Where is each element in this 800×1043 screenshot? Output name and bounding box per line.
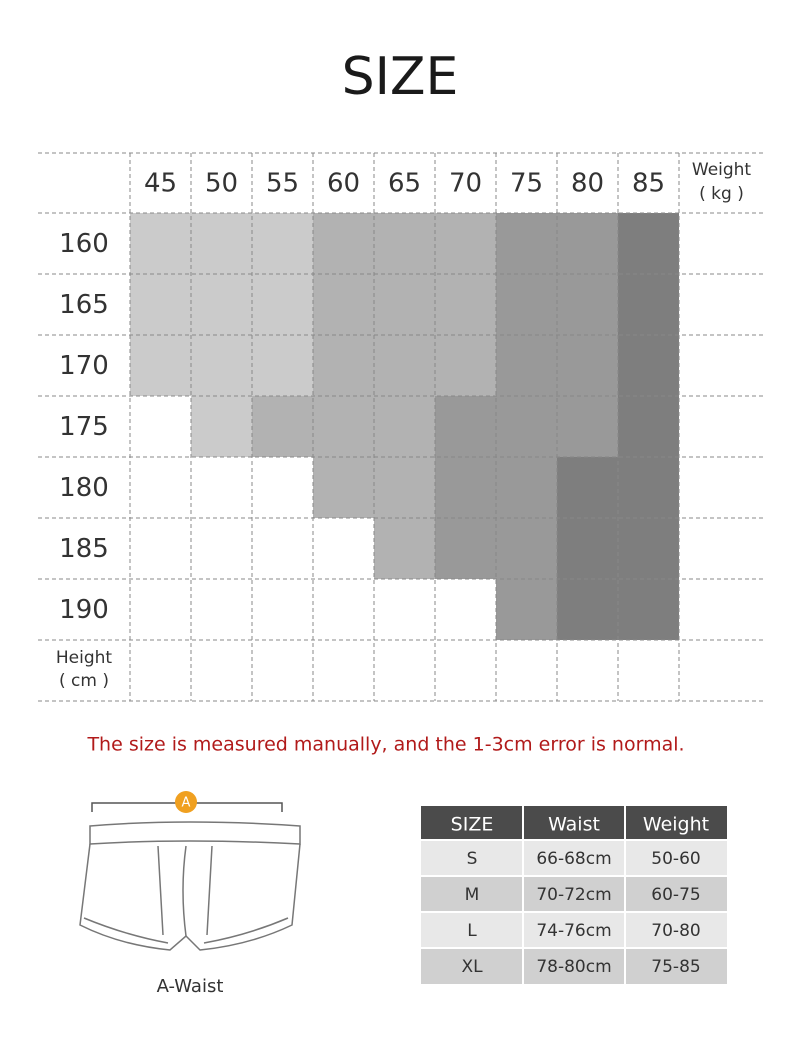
height-label: 165: [59, 290, 109, 320]
grid-cell: [252, 274, 313, 335]
grid-cell: [557, 274, 618, 335]
grid-cell: [374, 274, 435, 335]
height-label: 180: [59, 473, 109, 503]
size-table: SIZE Waist Weight S 66-68cm 50-60 M 70-72cm 60-7…: [421, 806, 727, 984]
grid-cell: [313, 396, 374, 457]
weight-label: 70: [449, 169, 482, 199]
height-axis-label: Height: [56, 648, 113, 668]
table-row-bg: [421, 912, 727, 948]
marker-label: A: [182, 796, 191, 811]
grid-cell: [618, 457, 679, 518]
table-cell: S: [467, 849, 478, 869]
grid-cell: [191, 396, 252, 457]
grid-cell: [374, 335, 435, 396]
grid-cell: [557, 457, 618, 518]
grid-cell: [435, 396, 496, 457]
grid-cell: [252, 396, 313, 457]
grid-cell: [618, 335, 679, 396]
size-grid: 45 50 55 60 65 70 75 80 85 Weight ( kg ) 160 165 170 1…: [38, 152, 764, 702]
grid-cell: [191, 274, 252, 335]
weight-label: 65: [388, 169, 421, 199]
weight-axis-label: Weight: [692, 160, 752, 180]
grid-cell: [313, 274, 374, 335]
grid-cell: [313, 457, 374, 518]
grid-cell: [618, 579, 679, 640]
height-label: 170: [59, 351, 109, 381]
grid-cell: [435, 518, 496, 579]
table-header-cell: Waist: [548, 814, 600, 836]
height-label: 175: [59, 412, 109, 442]
weight-label: 75: [510, 169, 543, 199]
grid-cell: [313, 335, 374, 396]
height-label: 160: [59, 229, 109, 259]
table-cell: 70-72cm: [536, 885, 611, 905]
table-cell: M: [465, 885, 480, 905]
grid-cell: [313, 213, 374, 274]
table-header-bg: [421, 806, 727, 840]
table-cell: 74-76cm: [536, 921, 611, 941]
marker-circle: [175, 791, 197, 813]
grid-cell: [557, 579, 618, 640]
grid-cell: [130, 274, 191, 335]
height-label: 185: [59, 534, 109, 564]
grid-cell: [618, 213, 679, 274]
grid-cell: [557, 518, 618, 579]
page-title: SIZE: [342, 47, 459, 107]
table-cell: 78-80cm: [536, 957, 611, 977]
grid-cell: [557, 213, 618, 274]
table-cell: L: [467, 921, 477, 941]
table-header-cell: Weight: [643, 814, 709, 836]
grid-cell: [557, 335, 618, 396]
height-axis-unit: ( cm ): [59, 671, 109, 691]
grid-cell: [374, 396, 435, 457]
grid-cell: [496, 579, 557, 640]
table-row-bg: [421, 876, 727, 912]
diagram-caption: A-Waist: [157, 976, 224, 997]
weight-label: 80: [571, 169, 604, 199]
grid-cell: [496, 335, 557, 396]
grid-cell: [252, 213, 313, 274]
table-header-cell: SIZE: [451, 814, 494, 836]
grid-cell: [496, 213, 557, 274]
grid-cell: [252, 335, 313, 396]
grid-cell: [435, 457, 496, 518]
grid-cell: [618, 518, 679, 579]
grid-cell: [374, 518, 435, 579]
weight-label: 45: [144, 169, 177, 199]
grid-cell: [130, 335, 191, 396]
grid-cell: [618, 274, 679, 335]
grid-cell: [191, 213, 252, 274]
grid-cell: [374, 213, 435, 274]
grid-cell: [496, 274, 557, 335]
table-cell: 75-85: [651, 957, 700, 977]
boxer-diagram: [79, 802, 301, 951]
weight-axis-unit: ( kg ): [699, 184, 744, 204]
grid-cell: [130, 213, 191, 274]
grid-cell: [435, 335, 496, 396]
weight-label: 60: [327, 169, 360, 199]
grid-cell: [557, 396, 618, 457]
height-label: 190: [59, 595, 109, 625]
grid-cell: [618, 396, 679, 457]
table-cell: 60-75: [651, 885, 700, 905]
weight-label: 50: [205, 169, 238, 199]
grid-cell: [374, 457, 435, 518]
note: The size is measured manually, and the 1…: [86, 734, 684, 756]
weight-label: 55: [266, 169, 299, 199]
grid-cell: [191, 335, 252, 396]
table-cell: 66-68cm: [536, 849, 611, 869]
grid-cell: [435, 213, 496, 274]
table-cell: 70-80: [651, 921, 700, 941]
table-row-bg: [421, 948, 727, 984]
grid-cell: [435, 274, 496, 335]
grid-cell: [496, 396, 557, 457]
table-cell: XL: [461, 957, 483, 977]
grid-cell: [496, 518, 557, 579]
table-row-bg: [421, 840, 727, 876]
weight-label: 85: [632, 169, 665, 199]
table-cell: 50-60: [651, 849, 700, 869]
grid-cell: [496, 457, 557, 518]
